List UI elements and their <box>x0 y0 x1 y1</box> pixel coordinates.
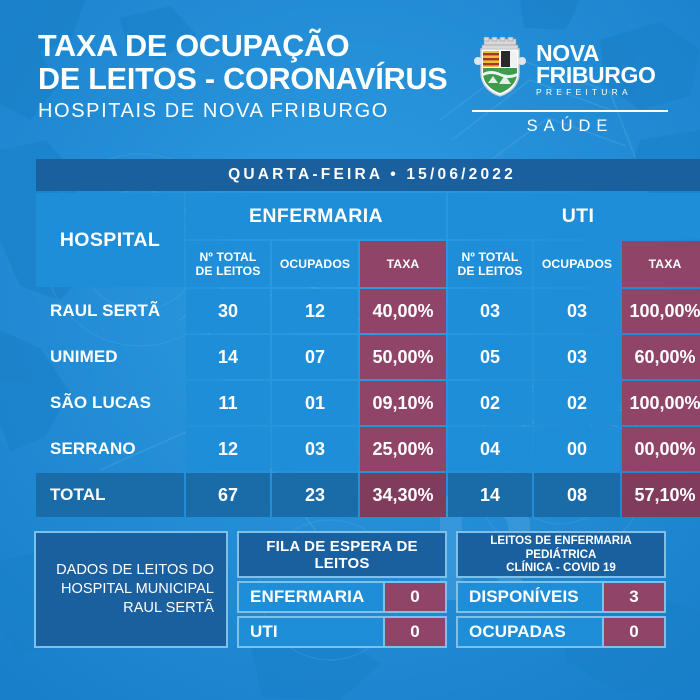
cell-uti-taxa: 100,00% <box>622 289 700 333</box>
fila-uti-value: 0 <box>385 616 447 648</box>
cell-enf-total: 11 <box>186 381 270 425</box>
table-row: SÃO LUCAS 11 01 09,10% 02 02 100,00% <box>36 381 700 425</box>
column-group-uti: UTI <box>448 193 700 239</box>
logo-top-row: NOVA FRIBURGO PREFEITURA <box>472 32 668 104</box>
cell-enf-total: 30 <box>186 289 270 333</box>
logo-word-nova: NOVA <box>536 39 600 66</box>
cell-uti-ocupados: 03 <box>534 335 620 379</box>
panel-row: DISPONÍVEIS 3 <box>456 581 666 613</box>
cell-uti-ocupados: 02 <box>534 381 620 425</box>
pediatrico-ocupadas-label: OCUPADAS <box>456 616 604 648</box>
page-header: TAXA DE OCUPAÇÃO DE LEITOS - CORONAVÍRUS… <box>38 30 668 142</box>
cell-uti-ocupados: 03 <box>534 289 620 333</box>
cell-enf-ocupados: 01 <box>272 381 358 425</box>
cell-hospital: TOTAL <box>36 473 184 517</box>
cell-enf-total: 14 <box>186 335 270 379</box>
page-title-line-2: DE LEITOS - CORONAVÍRUS <box>38 62 448 96</box>
logo-divider <box>472 110 668 112</box>
cell-enf-taxa: 25,00% <box>360 427 446 471</box>
cell-uti-taxa: 100,00% <box>622 381 700 425</box>
cell-hospital: UNIMED <box>50 347 118 366</box>
pediatrico-ocupadas-value: 0 <box>604 616 666 648</box>
panel-leitos-pediatricos: LEITOS DE ENFERMARIA PEDIÁTRICA CLÍNICA … <box>456 531 666 648</box>
subheader-enf-ocupados: OCUPADOS <box>272 241 358 287</box>
cell-enf-taxa: 50,00% <box>360 335 446 379</box>
occupancy-table-body: RAUL SERTÃ 30 12 40,00% 03 03 100,00% UNIMED 14 0… <box>36 289 700 517</box>
fila-enfermaria-label: ENFERMARIA <box>237 581 385 613</box>
panel-fila-espera: FILA DE ESPERA DE LEITOS ENFERMARIA 0 UT… <box>237 531 447 648</box>
logo-word-friburgo: FRIBURGO <box>536 61 656 88</box>
fila-uti-label: UTI <box>237 616 385 648</box>
panel-hospital-municipal: DADOS DE LEITOS DO HOSPITAL MUNICIPAL RA… <box>34 531 228 648</box>
cell-hospital: RAUL SERTÃ <box>50 301 161 320</box>
panel-row: UTI 0 <box>237 616 447 648</box>
pediatrico-disponiveis-label: DISPONÍVEIS <box>456 581 604 613</box>
fila-enfermaria-value: 0 <box>385 581 447 613</box>
coat-of-arms-icon <box>474 37 526 97</box>
table-date-row: QUARTA-FEIRA • 15/06/2022 <box>36 159 700 191</box>
cell-uti-taxa: 00,00% <box>622 427 700 471</box>
cell-enf-taxa: 09,10% <box>360 381 446 425</box>
table-row: UNIMED 14 07 50,00% 05 03 60,00% <box>36 335 700 379</box>
title-block: TAXA DE OCUPAÇÃO DE LEITOS - CORONAVÍRUS… <box>38 29 448 124</box>
page-title-line-1: TAXA DE OCUPAÇÃO <box>38 29 350 63</box>
brand-logo: NOVA FRIBURGO PREFEITURA SAÚDE <box>472 32 668 136</box>
cell-uti-total: 03 <box>448 289 532 333</box>
date-bar: QUARTA-FEIRA • 15/06/2022 <box>36 159 700 191</box>
cell-enf-ocupados: 03 <box>272 427 358 471</box>
cell-enf-taxa: 34,30% <box>360 473 446 517</box>
cell-uti-taxa: 60,00% <box>622 335 700 379</box>
table-row: TOTAL 67 23 34,30% 14 08 57,10% <box>36 473 700 517</box>
table-row: RAUL SERTÃ 30 12 40,00% 03 03 100,00% <box>36 289 700 333</box>
cell-enf-ocupados: 07 <box>272 335 358 379</box>
page-subtitle: HOSPITAIS DE NOVA FRIBURGO <box>38 100 389 122</box>
cell-uti-ocupados: 08 <box>534 473 620 517</box>
logo-wordmark: NOVA FRIBURGO PREFEITURA <box>536 39 656 97</box>
logo-subword-prefeitura: PREFEITURA <box>536 86 632 97</box>
column-group-enfermaria: ENFERMARIA <box>186 193 446 239</box>
cell-enf-taxa: 40,00% <box>360 289 446 333</box>
cell-uti-total: 02 <box>448 381 532 425</box>
cell-uti-total: 05 <box>448 335 532 379</box>
cell-uti-taxa: 57,10% <box>622 473 700 517</box>
panel-leitos-pediatricos-title: LEITOS DE ENFERMARIA PEDIÁTRICA CLÍNICA … <box>456 531 666 578</box>
cell-enf-ocupados: 23 <box>272 473 358 517</box>
cell-hospital: SÃO LUCAS <box>50 393 152 412</box>
column-header-hospital: HOSPITAL <box>36 193 184 287</box>
panel-row: ENFERMARIA 0 <box>237 581 447 613</box>
panel-row: OCUPADAS 0 <box>456 616 666 648</box>
cell-hospital: SERRANO <box>50 439 136 458</box>
cell-uti-total: 14 <box>448 473 532 517</box>
panel-hospital-municipal-text: DADOS DE LEITOS DO HOSPITAL MUNICIPAL RA… <box>56 562 214 616</box>
occupancy-table: QUARTA-FEIRA • 15/06/2022 HOSPITAL ENFER… <box>34 157 700 519</box>
subheader-uti-total-leitos: Nº TOTAL DE LEITOS <box>448 241 532 287</box>
cell-uti-ocupados: 00 <box>534 427 620 471</box>
pediatrico-disponiveis-value: 3 <box>604 581 666 613</box>
cell-enf-ocupados: 12 <box>272 289 358 333</box>
subheader-uti-taxa: TAXA <box>622 241 700 287</box>
table-row: SERRANO 12 03 25,00% 04 00 00,00% <box>36 427 700 471</box>
summary-panels: DADOS DE LEITOS DO HOSPITAL MUNICIPAL RA… <box>34 531 666 648</box>
subheader-enf-taxa: TAXA <box>360 241 446 287</box>
subheader-uti-ocupados: OCUPADOS <box>534 241 620 287</box>
panel-fila-espera-title: FILA DE ESPERA DE LEITOS <box>237 531 447 578</box>
logo-department-saude: SAÚDE <box>526 117 614 135</box>
table-sub-header-row: Nº TOTAL DE LEITOS OCUPADOS TAXA Nº TOTAL… <box>36 241 700 287</box>
occupancy-table-wrapper: QUARTA-FEIRA • 15/06/2022 HOSPITAL ENFER… <box>34 157 700 519</box>
cell-enf-total: 67 <box>186 473 270 517</box>
cell-enf-total: 12 <box>186 427 270 471</box>
table-group-header-row: HOSPITAL ENFERMARIA UTI <box>36 193 700 287</box>
cell-uti-total: 04 <box>448 427 532 471</box>
subheader-enf-total-leitos: Nº TOTAL DE LEITOS <box>186 241 270 287</box>
